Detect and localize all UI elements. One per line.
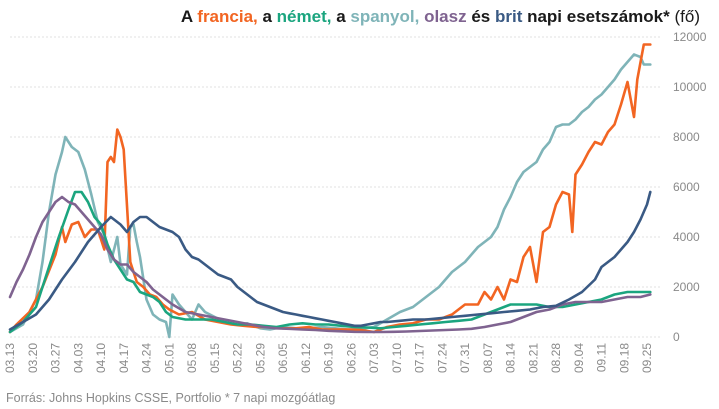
y-tick-label: 10000 [673,80,707,94]
x-tick-label: 04.03 [71,343,85,373]
title-part-9: brit [495,7,523,26]
x-tick-label: 09.18 [617,343,631,373]
x-tick-label: 08.21 [526,343,540,373]
x-tick-label: 07.17 [413,343,427,373]
x-tick-label: 03.27 [49,343,63,373]
title-part-3: német, [277,7,332,26]
x-tick-label: 07.31 [458,343,472,373]
x-axis: 03.13 03.20 03.27 04.03 04.10 04.17 04.24 05.01… [3,343,654,373]
title-part-10: napi esetszámok* [522,7,670,26]
y-axis: 0 2000 4000 6000 8000 10000 12000 [673,30,707,344]
x-tick-label: 09.11 [595,343,609,372]
x-tick-label: 09.04 [572,343,586,373]
y-tick-label: 2000 [673,280,700,294]
title-part-11: (fő) [670,7,700,26]
x-tick-label: 06.05 [276,343,290,373]
x-tick-label: 05.08 [185,343,199,373]
title-part-8: és [467,7,495,26]
x-tick-label: 06.26 [344,343,358,373]
x-tick-label: 09.25 [640,343,654,373]
x-tick-label: 03.20 [26,343,40,373]
x-tick-label: 05.15 [208,343,222,373]
source-note: Forrás: Johns Hopkins CSSE, Portfolio * … [6,391,335,405]
y-tick-label: 0 [673,330,680,344]
title-part-5: spanyol, [350,7,419,26]
title-part-7: olasz [424,7,467,26]
x-tick-label: 04.24 [140,343,154,373]
x-tick-label: 05.01 [162,343,176,373]
x-tick-label: 03.13 [3,343,17,373]
title-part-0: A [181,7,197,26]
x-tick-label: 05.29 [253,343,267,373]
x-tick-label: 04.10 [94,343,108,373]
series-line-uk [8,190,652,331]
x-tick-label: 08.07 [481,343,495,373]
chart-title: A francia, a német, a spanyol, olasz és … [181,7,700,26]
title-part-1: francia, [197,7,257,26]
x-tick-label: 05.22 [231,343,245,373]
x-tick-label: 07.10 [390,343,404,373]
series-line-france [8,43,652,334]
y-tick-label: 8000 [673,130,700,144]
x-tick-label: 08.14 [504,343,518,373]
x-tick-label: 08.28 [549,343,563,373]
series-line-italy [8,195,652,334]
x-tick-label: 06.12 [299,343,313,373]
x-tick-label: 04.17 [117,343,131,373]
y-tick-label: 6000 [673,180,700,194]
x-tick-label: 07.03 [367,343,381,373]
title-part-2: a [258,7,277,26]
x-tick-label: 06.19 [322,343,336,373]
series-lines [8,43,652,339]
title-part-4: a [331,7,350,26]
x-tick-label: 07.24 [435,343,449,373]
y-tick-label: 12000 [673,30,707,44]
y-tick-label: 4000 [673,230,700,244]
